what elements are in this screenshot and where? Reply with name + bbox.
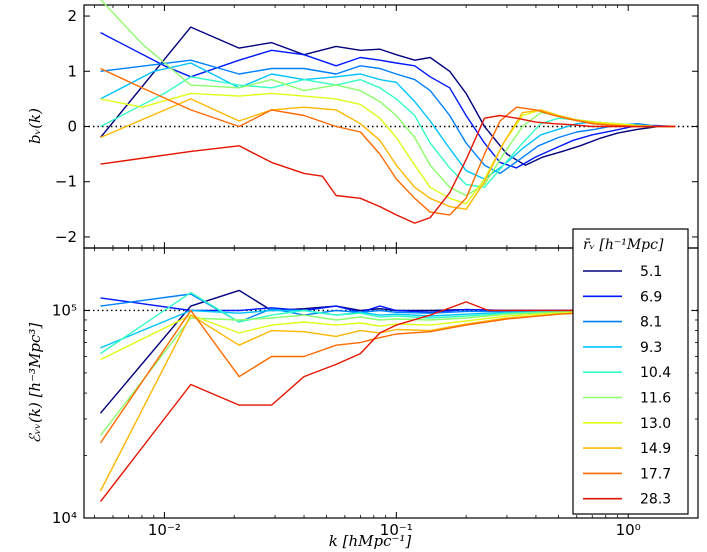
legend-label-14.9: 14.9 bbox=[640, 441, 671, 457]
series-line-5.1 bbox=[99, 26, 676, 166]
legend-label-17.7: 17.7 bbox=[640, 466, 671, 482]
legend: r̄ᵥ [h⁻¹Mpc] 5.1 6.9 8.1 9.3 10.4 11.6 13.0 14.… bbox=[572, 228, 689, 515]
series-line-28.3 bbox=[100, 114, 676, 224]
stochasticity-y-ticks: 10⁴ 10⁵ bbox=[52, 247, 698, 527]
bias-series-group bbox=[99, 0, 676, 224]
bias-y-ticks: −2 −1 0 1 2 bbox=[55, 7, 698, 246]
y-tick-label: 0 bbox=[67, 118, 77, 136]
legend-label-9.3: 9.3 bbox=[640, 340, 662, 356]
series-line-10.4 bbox=[100, 76, 676, 188]
y-tick-label: 2 bbox=[67, 7, 77, 25]
series-line-14.9 bbox=[100, 98, 676, 210]
series-line-13.0 bbox=[100, 92, 676, 205]
legend-items: 5.1 6.9 8.1 9.3 10.4 11.6 13.0 14.9 17.7 28.3 bbox=[583, 264, 671, 508]
legend-label-5.1: 5.1 bbox=[640, 264, 662, 280]
stochasticity-y-axis-label: ℰᵥᵥ(k) [h⁻³Mpc³] bbox=[26, 323, 44, 444]
x-tick-label: 10⁻¹ bbox=[380, 521, 413, 539]
y-tick-label: 1 bbox=[67, 62, 77, 80]
bias-y-axis-label: bᵥ(k) bbox=[26, 108, 44, 144]
series-line-8.1 bbox=[100, 59, 676, 175]
legend-label-10.4: 10.4 bbox=[640, 365, 671, 381]
legend-label-11.6: 11.6 bbox=[640, 391, 671, 407]
legend-title: r̄ᵥ [h⁻¹Mpc] bbox=[583, 237, 664, 253]
legend-label-28.3: 28.3 bbox=[640, 492, 671, 508]
y-tick-label: −1 bbox=[55, 173, 77, 191]
legend-label-6.9: 6.9 bbox=[640, 289, 662, 305]
series-line-6.9 bbox=[100, 31, 676, 169]
x-tick-label: 10⁰ bbox=[616, 521, 641, 539]
series-line-17.7 bbox=[100, 67, 676, 216]
y-tick-label: 10⁵ bbox=[52, 301, 77, 319]
x-axis-label: k [hMpc⁻¹] bbox=[329, 532, 412, 550]
stochasticity-panel-frame bbox=[83, 247, 699, 519]
y-tick-label: 10⁴ bbox=[52, 509, 77, 527]
bias-panel: −2 −1 0 1 2 bᵥ(k) bbox=[26, 0, 699, 249]
legend-label-8.1: 8.1 bbox=[640, 315, 662, 331]
y-tick-label: −2 bbox=[55, 228, 77, 246]
x-tick-label: 10⁻² bbox=[148, 521, 181, 539]
legend-label-13.0: 13.0 bbox=[640, 416, 671, 432]
